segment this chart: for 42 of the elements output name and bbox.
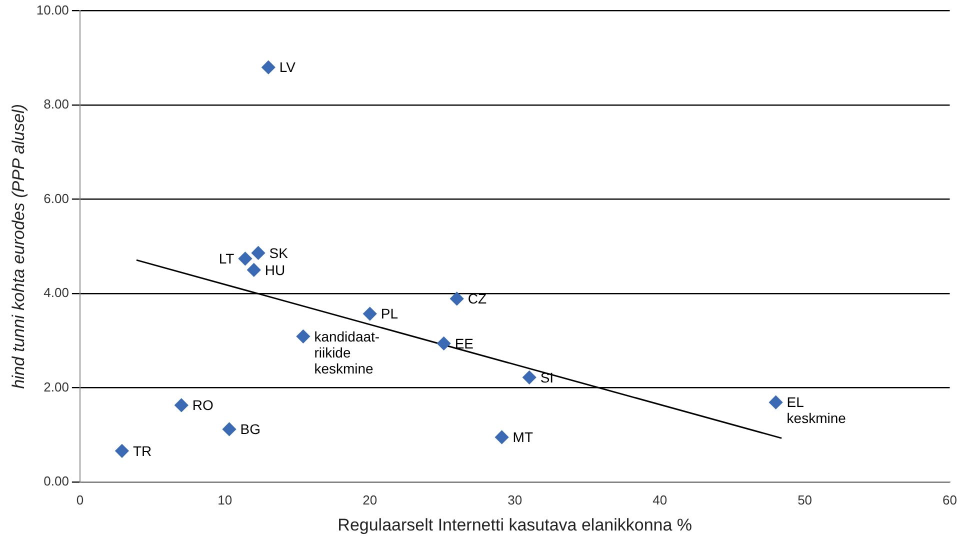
x-tick-label: 50	[798, 492, 812, 508]
point	[115, 444, 129, 458]
point	[495, 430, 509, 444]
y-tick-label: 2.00	[44, 379, 69, 394]
annotation: TR	[132, 442, 152, 459]
y-tick-label: 8.00	[44, 96, 69, 112]
point	[437, 336, 451, 350]
y-tick-label: 10.00	[36, 2, 69, 18]
annotation: EE	[454, 335, 474, 352]
x-tick-label: 0	[76, 492, 84, 508]
annotation: LV	[279, 59, 296, 76]
point	[262, 60, 276, 74]
y-tick-label: 4.00	[44, 285, 69, 300]
annotation: MT	[512, 429, 534, 446]
annotation: PL	[380, 306, 398, 322]
point	[174, 398, 188, 412]
x-tick-label: 30	[508, 492, 522, 508]
point	[238, 252, 252, 266]
x-tick-label: 60	[942, 492, 958, 508]
annotation: EL keskmine	[786, 394, 846, 426]
annotation: RO	[192, 397, 214, 414]
x-axis-title: Regulaarselt Internetti kasutava elanikkonna %	[338, 515, 692, 534]
y-axis-title: hind tunni kohta eurodes (PPP alusel)	[8, 104, 28, 389]
point	[252, 246, 265, 260]
point	[522, 370, 536, 384]
x-tick-label: 20	[362, 492, 378, 508]
point	[769, 396, 783, 410]
x-tick-label: 40	[652, 492, 668, 508]
y-tick-label: 0.00	[44, 474, 69, 489]
annotation: SK	[269, 244, 289, 261]
annotation: CZ	[468, 290, 487, 307]
annotation: kandidaat- riikide keskmine	[314, 328, 380, 376]
annotation: BG	[240, 421, 260, 438]
annotation: HU	[264, 262, 286, 278]
point	[296, 330, 310, 344]
point	[363, 307, 377, 321]
point	[222, 422, 236, 436]
point	[450, 292, 464, 306]
point	[247, 263, 261, 277]
x-tick-label: 10	[218, 492, 232, 508]
y-tick-label: 6.00	[44, 190, 69, 206]
annotation: LT	[218, 250, 235, 267]
